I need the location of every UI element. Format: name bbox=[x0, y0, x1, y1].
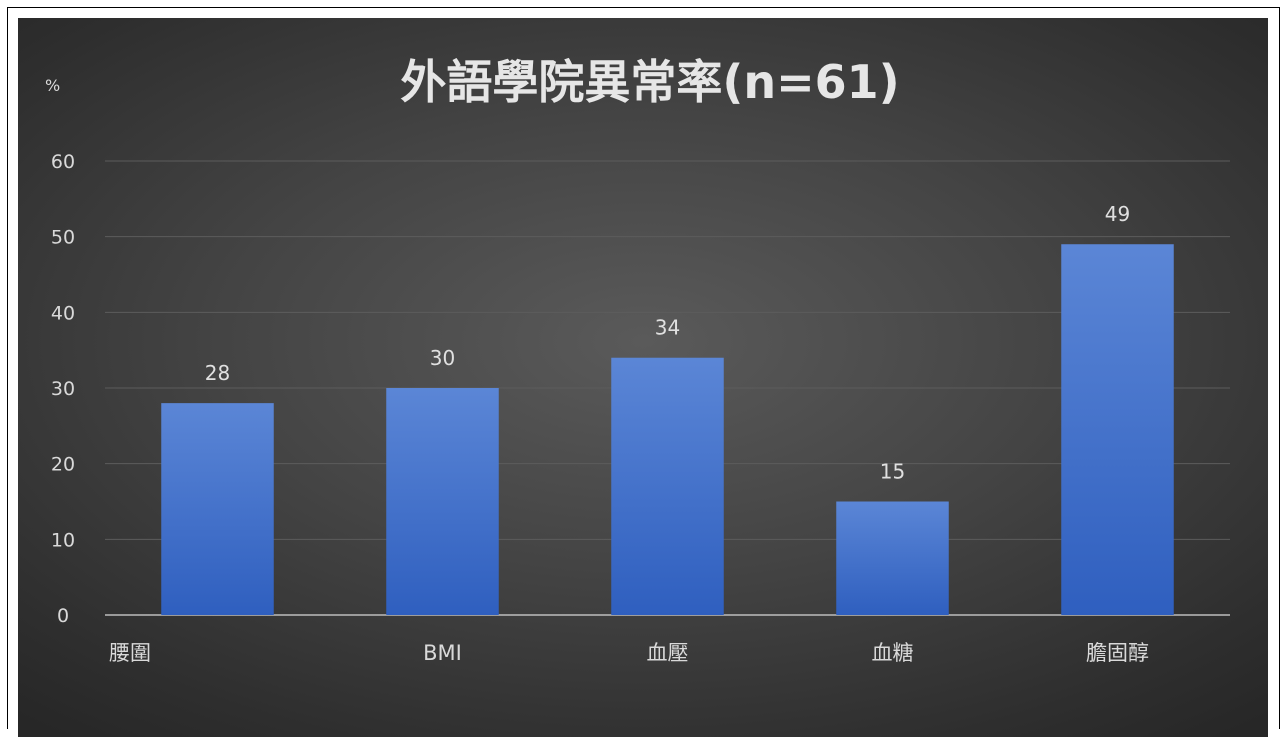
y-tick-label: 50 bbox=[51, 227, 75, 249]
data-label-3: 34 bbox=[655, 316, 680, 340]
y-tick-label: 30 bbox=[51, 378, 75, 400]
y-axis-unit-label: % bbox=[45, 76, 60, 95]
data-label-1: 28 bbox=[205, 361, 230, 385]
chart-frame: 外語學院異常率(n=61) % 0 10 20 30 40 50 60 28 腰圍 30 BMI 34… bbox=[7, 7, 1280, 737]
bar-3 bbox=[611, 357, 724, 615]
labels: 0 10 20 30 40 50 60 28 腰圍 30 BMI 34 血壓 15 血糖 49 膽固醇 bbox=[51, 151, 1149, 665]
data-label-5: 49 bbox=[1105, 202, 1130, 226]
bar-4 bbox=[836, 501, 949, 615]
category-label-4: 血糖 bbox=[872, 641, 914, 665]
y-tick-label: 40 bbox=[51, 302, 75, 324]
category-label-1: 腰圍 bbox=[109, 641, 151, 665]
chart-area: 外語學院異常率(n=61) % 0 10 20 30 40 50 60 28 腰圍 30 BMI 34… bbox=[18, 18, 1268, 737]
bar-5 bbox=[1061, 244, 1174, 615]
category-label-2: BMI bbox=[423, 641, 462, 665]
y-tick-label: 0 bbox=[57, 605, 69, 627]
category-label-3: 血壓 bbox=[647, 641, 689, 665]
chart-title: 外語學院異常率(n=61) bbox=[400, 55, 899, 109]
data-label-4: 15 bbox=[880, 460, 905, 484]
y-tick-label: 20 bbox=[51, 454, 75, 476]
bars bbox=[161, 244, 1174, 615]
category-label-5: 膽固醇 bbox=[1086, 641, 1149, 665]
bar-1 bbox=[161, 403, 274, 615]
y-tick-label: 10 bbox=[51, 529, 75, 551]
bar-chart: 外語學院異常率(n=61) % 0 10 20 30 40 50 60 28 腰圍 30 BMI 34… bbox=[45, 55, 1230, 665]
bar-2 bbox=[386, 388, 499, 615]
y-tick-label: 60 bbox=[51, 151, 75, 173]
data-label-2: 30 bbox=[430, 346, 455, 370]
